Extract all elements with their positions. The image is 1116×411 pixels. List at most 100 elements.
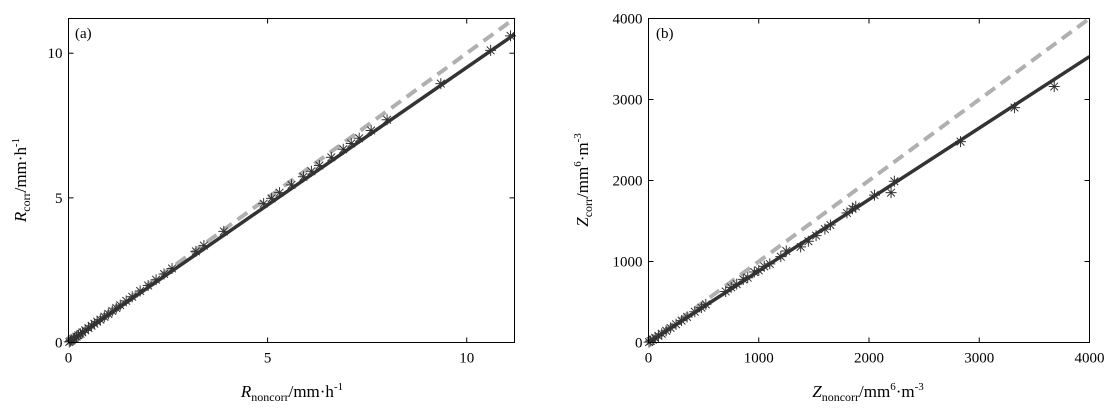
panel-a-data-point <box>82 322 94 334</box>
panel-a-ticks: 0 5 10 0 5 10 <box>48 18 515 367</box>
panel-a-x-title: Rnoncorr/mm·h-1 <box>240 381 343 404</box>
panel-b-data-point <box>665 322 677 334</box>
panel-b-data-point <box>660 325 672 337</box>
panel-b-y-tick-label: 0 <box>635 336 643 352</box>
panel-a-data-point <box>98 311 110 323</box>
panel-a-data-point <box>76 326 88 338</box>
panel-a-label: (a) <box>75 26 92 42</box>
panel-b-x-tick-label: 1000 <box>744 351 774 367</box>
panel-b-fit-line <box>647 55 1091 344</box>
panel-b-data-point <box>775 251 787 263</box>
panel-b-y-tick-label: 4000 <box>613 12 643 28</box>
panel-b-data-point <box>656 328 668 340</box>
panel-b-data-point <box>652 330 664 342</box>
panel-a-data-point <box>325 151 337 163</box>
panel-a-data-point <box>91 316 103 328</box>
panel-a-data-point <box>313 159 325 171</box>
panel-a-data-point <box>158 268 170 280</box>
panel-a-data-point <box>258 198 270 210</box>
panel-a-data-point <box>305 165 317 177</box>
panel-b-data-point <box>1048 81 1060 93</box>
panel-a-data-point <box>166 262 178 274</box>
panel-b-data-point <box>795 241 807 253</box>
panel-b-y-tick-label: 2000 <box>613 174 643 190</box>
panel-a-data-point <box>365 124 377 136</box>
panel-a-marks <box>63 16 517 348</box>
panel-b-data-point <box>758 260 770 272</box>
panel-b: 0 1000 2000 3000 4000 0 1000 2000 3000 4000 (b) Z… <box>572 12 1105 405</box>
panel-b-data-point <box>885 187 897 199</box>
panel-a-data-point <box>142 280 154 292</box>
panel-b-data-point <box>1009 102 1021 114</box>
panel-b-data-point <box>780 245 792 257</box>
panel-a-data-point <box>381 114 393 126</box>
panel-b-data-point <box>720 285 732 297</box>
panel-a-data-point <box>150 274 162 286</box>
panel-b-data-point <box>846 203 858 215</box>
panel-a-data-point <box>114 299 126 311</box>
panel-b-x-tick-label: 3000 <box>964 351 994 367</box>
panel-b-data-point <box>731 278 743 290</box>
panel-a-data-point <box>345 137 357 149</box>
panel-a-data-point <box>94 314 106 326</box>
panel-b-data-point <box>676 315 688 327</box>
panel-a-data-point <box>337 143 349 155</box>
panel-b-x-title: Znoncorr/mm6·m-3 <box>812 381 924 404</box>
panel-a-data-point <box>218 225 230 237</box>
panel-b-data-point <box>700 298 712 310</box>
panel-b-data-point <box>824 219 836 231</box>
panel-a-y-tick-label: 10 <box>48 46 63 62</box>
panel-b-data-point <box>695 302 707 314</box>
panel-b-data-point <box>888 175 900 187</box>
panel-a-data-point <box>435 78 447 90</box>
panel-b-data-point <box>869 189 881 201</box>
panel-b-ticks: 0 1000 2000 3000 4000 0 1000 2000 3000 4000 <box>613 12 1105 367</box>
panel-b-data-point <box>725 281 737 293</box>
panel-a-data-point <box>110 302 122 314</box>
panel-b-data-point <box>748 266 760 278</box>
panel-a-data-point <box>134 285 146 297</box>
panel-a-x-tick-label: 10 <box>459 351 474 367</box>
panel-a-data-point <box>274 187 286 199</box>
panel-b-marks <box>643 16 1091 348</box>
panel-a-data-point <box>353 132 365 144</box>
panel-b-data-point <box>649 332 661 344</box>
panel-b-data-point <box>955 136 967 148</box>
panel-b-data-point <box>841 207 853 219</box>
panel-b-data-point <box>670 318 682 330</box>
panel-b-data-point <box>850 200 862 212</box>
panel-a-data-point <box>198 240 210 252</box>
panel-b-reference-line <box>647 16 1091 345</box>
panel-a-x-tick-label: 5 <box>264 351 272 367</box>
panel-a-data-point <box>106 305 118 317</box>
panel-a: 0 5 10 0 5 10 (a) Rnoncorr/mm·h-1 Rcorr/mm·h-… <box>10 16 517 404</box>
panel-b-data-point <box>819 223 831 235</box>
panel-a-data-point <box>485 44 497 56</box>
panel-a-data-point <box>266 192 278 204</box>
panel-b-y-tick-label: 3000 <box>613 93 643 109</box>
panel-a-y-title: Rcorr/mm·h-1 <box>10 138 33 223</box>
panel-a-y-tick-label: 0 <box>55 336 63 352</box>
panel-b-y-tick-label: 1000 <box>613 255 643 271</box>
panel-b-x-tick-label: 4000 <box>1075 351 1105 367</box>
panel-b-data-point <box>802 235 814 247</box>
panel-b-data-point <box>764 258 776 270</box>
panel-a-data-point <box>120 295 132 307</box>
panel-a-data-point <box>102 308 114 320</box>
panel-b-label: (b) <box>656 26 674 42</box>
panel-a-data-point <box>79 324 91 336</box>
panel-b-x-tick-label: 2000 <box>854 351 884 367</box>
panel-b-x-tick-label: 0 <box>645 351 653 367</box>
panel-b-y-title: Zcorr/mm6·m-3 <box>572 133 595 227</box>
panel-a-frame <box>68 18 515 343</box>
panel-a-x-tick-label: 0 <box>65 351 73 367</box>
panel-a-data-point <box>190 245 202 257</box>
panel-a-data-point <box>126 291 138 303</box>
panel-b-data-point <box>681 311 693 323</box>
panel-a-data-point <box>297 171 309 183</box>
panel-b-data-point <box>737 273 749 285</box>
panel-a-data-point <box>505 30 517 42</box>
panel-a-y-tick-label: 5 <box>55 191 63 207</box>
panel-a-data-point <box>88 318 100 330</box>
